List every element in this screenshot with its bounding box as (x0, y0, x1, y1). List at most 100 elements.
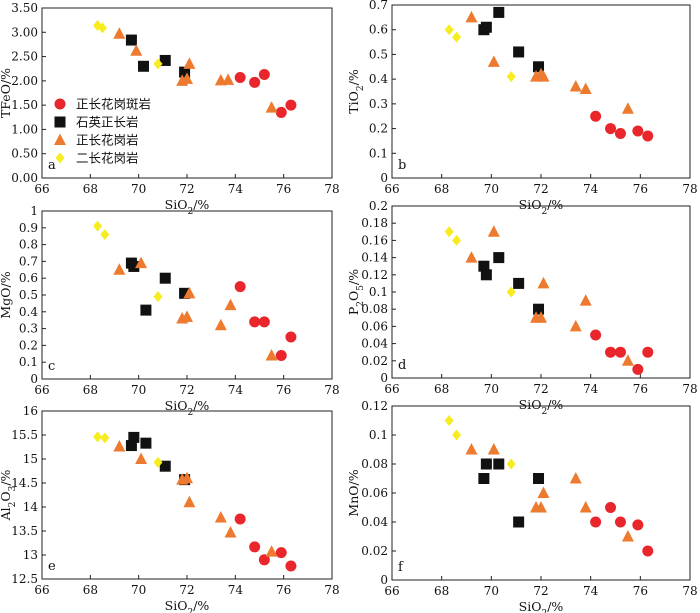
x-tick-label: 76 (633, 584, 648, 598)
y-tick-label: 0 (380, 171, 388, 185)
data-point-diamond (452, 234, 462, 246)
panel-label: d (398, 358, 406, 373)
data-point-triangle (569, 80, 582, 92)
x-axis-label: SiO2/% (519, 599, 564, 613)
x-tick-label: 70 (484, 182, 499, 196)
data-point-diamond (93, 431, 103, 443)
data-point-circle (590, 329, 602, 341)
data-point-circle (642, 545, 654, 557)
data-point-diamond (506, 458, 516, 470)
data-point-circle (275, 349, 287, 361)
data-point-square (480, 21, 492, 33)
x-tick-label: 74 (583, 584, 599, 598)
x-tick-label: 70 (131, 583, 146, 597)
data-point-triangle (135, 256, 148, 269)
y-tick-label: 0.6 (369, 23, 388, 37)
data-point-circle (614, 516, 626, 528)
x-tick-label: 72 (179, 583, 194, 597)
y-tick-label: 0 (30, 372, 38, 386)
y-tick-label: 0.18 (361, 216, 388, 230)
y-tick-label: 15.5 (11, 428, 38, 442)
legend-label: 正长花岗岩 (76, 133, 139, 148)
x-axis-label: SiO2/% (165, 598, 210, 613)
data-point-square (533, 473, 545, 484)
y-tick-label: 1.00 (11, 122, 38, 136)
x-tick-label: 74 (583, 382, 599, 396)
x-tick-label: 76 (633, 382, 648, 396)
data-point-triangle (569, 319, 582, 332)
data-point-square (159, 54, 171, 66)
panel-d: 66 68 70 72 74 76 78 0 0.02 0.04 0.06 0.08 0.1 0.12 0.… (346, 199, 698, 417)
data-point-triangle (621, 102, 634, 114)
data-point-circle (249, 541, 261, 553)
plot-frame (391, 4, 691, 179)
data-point-diamond (452, 429, 462, 441)
y-tick-label: 0.6 (19, 271, 38, 285)
x-tick-label: 68 (434, 382, 449, 396)
data-point-diamond (100, 432, 110, 444)
data-point-square (493, 458, 505, 470)
data-point-triangle (222, 73, 235, 85)
data-point-square (493, 6, 505, 18)
data-point-triangle (265, 348, 278, 361)
y-tick-label: 0.5 (19, 288, 38, 302)
data-point-triangle (130, 44, 143, 56)
panel-b: 66 68 70 72 74 76 78 0 0.1 0.2 0.3 0.4 0.5 0.6 0.7 SiO2… (346, 0, 698, 217)
data-point-triangle (579, 82, 592, 95)
data-point-triangle (487, 443, 500, 455)
data-point-diamond (444, 24, 454, 36)
data-point-triangle (214, 318, 227, 331)
data-point-triangle (113, 440, 126, 452)
panel-label: c (48, 359, 55, 374)
y-tick-label: 13 (23, 548, 38, 562)
y-axis-label: MnO/% (346, 469, 361, 516)
data-point-circle (285, 560, 297, 572)
data-point-triangle (487, 225, 500, 237)
data-point-triangle (113, 263, 126, 275)
data-point-square (179, 66, 191, 78)
panel-label: f (398, 560, 404, 575)
y-tick-label: 0.14 (361, 251, 388, 265)
x-tick-label: 76 (276, 383, 291, 397)
y-tick-label: 0.02 (361, 354, 388, 368)
data-point-triangle (214, 511, 227, 523)
data-point-diamond (100, 229, 110, 241)
y-tick-label: 3.00 (11, 25, 38, 39)
data-point-triangle (579, 501, 592, 513)
y-tick-label: 2.00 (11, 74, 38, 88)
x-tick-label: 66 (384, 382, 399, 396)
data-point-circle (605, 123, 617, 135)
data-point-square (480, 269, 492, 281)
data-point-square (140, 437, 152, 449)
data-point-diamond (97, 22, 107, 34)
data-point-triangle (265, 545, 278, 557)
data-point-square (179, 287, 191, 299)
data-point-triangle (181, 72, 193, 84)
data-point-circle (632, 519, 644, 531)
data-point-square (159, 272, 171, 284)
x-tick-label: 76 (276, 583, 291, 597)
data-point-diamond (153, 456, 163, 468)
y-tick-label: 0.1 (19, 355, 38, 369)
data-point-circle (234, 281, 246, 293)
y-axis-label: MgO/% (0, 271, 13, 318)
y-tick-label: 14 (23, 500, 39, 514)
data-point-diamond (444, 415, 454, 426)
data-point-triangle (183, 57, 196, 69)
x-tick-label: 68 (83, 182, 98, 196)
data-point-circle (249, 316, 261, 328)
data-point-square (478, 473, 490, 484)
x-tick-label: 72 (533, 584, 548, 598)
y-tick-label: 0.8 (19, 238, 38, 252)
data-point-circle (632, 125, 644, 137)
data-point-circle (614, 128, 626, 140)
data-point-square (125, 440, 137, 452)
data-point-circle (249, 76, 261, 88)
y-axis-label: TiO2/% (346, 69, 366, 114)
x-tick-label: 74 (228, 583, 244, 597)
x-tick-label: 72 (533, 182, 548, 196)
y-tick-label: 15 (23, 452, 38, 466)
x-tick-label: 68 (83, 583, 98, 597)
x-tick-label: 66 (384, 584, 399, 598)
data-point-square (493, 252, 505, 264)
